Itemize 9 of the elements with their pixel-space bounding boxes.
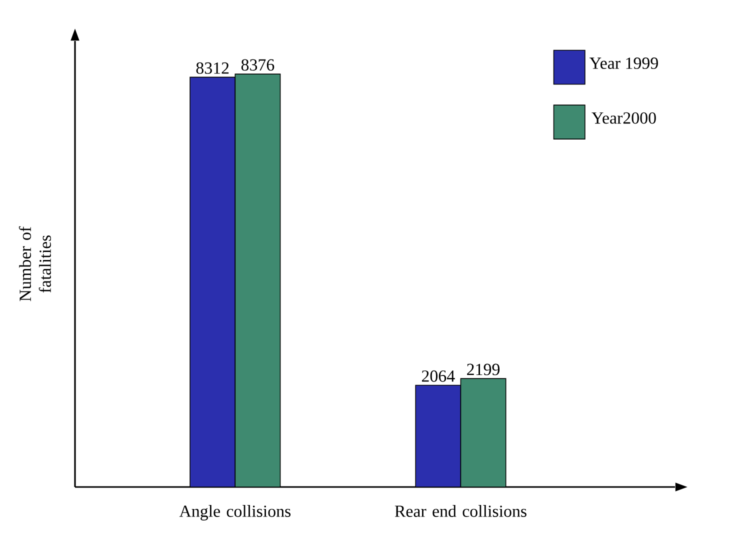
- y-axis-title: Number of fatalities: [18, 226, 51, 302]
- data-label: 8312: [196, 62, 229, 74]
- data-label: 2064: [422, 370, 455, 382]
- legend-label: Year 1999: [590, 58, 658, 69]
- data-label: 2199: [467, 364, 500, 376]
- data-label: 8376: [241, 59, 274, 71]
- x-tick-label: Angle collisions: [179, 505, 291, 520]
- x-tick-label: Rear end collisions: [394, 505, 526, 517]
- legend-label: Year2000: [592, 112, 656, 124]
